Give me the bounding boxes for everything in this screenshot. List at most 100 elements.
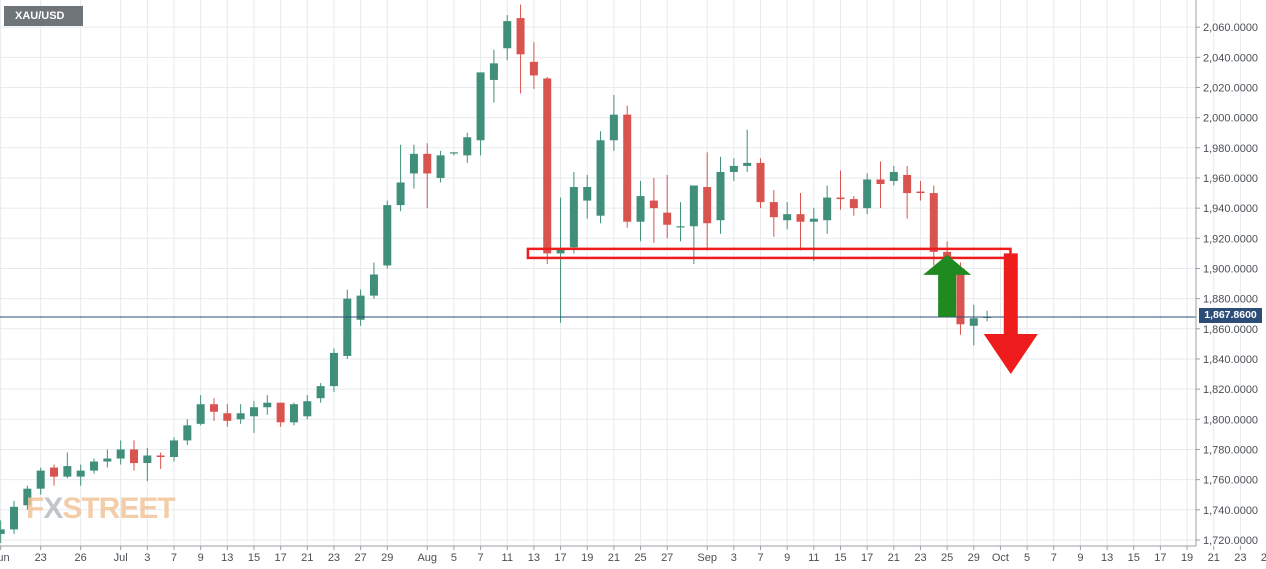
- candle-body: [249, 407, 258, 417]
- candle-body: [849, 199, 858, 209]
- candle-body: [63, 466, 72, 477]
- y-tick-label: 1,840.0000: [1203, 354, 1258, 366]
- candle: [916, 180, 925, 201]
- candle-body: [383, 205, 392, 266]
- candle-body: [929, 193, 938, 252]
- candle-body: [836, 197, 845, 200]
- candle: [703, 152, 712, 251]
- candle-body: [703, 187, 712, 224]
- candle-body: [729, 165, 738, 172]
- candle: [356, 289, 365, 326]
- candle-body: [689, 185, 698, 227]
- candle: [263, 395, 272, 415]
- candle-body: [596, 140, 605, 216]
- x-tick-label: 7: [171, 552, 177, 564]
- x-tick-label: 19: [581, 552, 593, 564]
- candle: [569, 171, 578, 254]
- y-tick-label: 1,800.0000: [1203, 414, 1258, 426]
- x-tick-label: 29: [381, 552, 393, 564]
- x-tick-label: 9: [198, 552, 204, 564]
- x-tick-label: Jun: [0, 552, 10, 564]
- candle-body: [143, 455, 152, 464]
- x-tick-label: 7: [1051, 552, 1057, 564]
- candle: [103, 449, 112, 468]
- x-tick-label: 26: [75, 552, 87, 564]
- watermark-suffix: STREET: [62, 492, 175, 525]
- x-tick-label: 17: [861, 552, 873, 564]
- x-tick-label: Sep: [697, 552, 717, 564]
- x-tick-label: 23: [328, 552, 340, 564]
- candle: [183, 419, 192, 445]
- x-tick-label: 7: [478, 552, 484, 564]
- candle-body: [743, 162, 752, 166]
- x-tick-label: 11: [808, 552, 819, 564]
- x-tick-label: 23: [35, 552, 47, 564]
- candle: [583, 174, 592, 219]
- candle: [543, 76, 552, 264]
- candle-body: [956, 268, 965, 325]
- candle-body: [236, 413, 245, 420]
- candle-body: [436, 155, 445, 178]
- watermark-x: X: [43, 492, 63, 525]
- x-tick-label: 15: [834, 552, 846, 564]
- candle-body: [489, 63, 498, 80]
- candle: [0, 520, 5, 543]
- candle: [663, 174, 672, 239]
- x-tick-label: Jul: [114, 552, 128, 564]
- x-tick-label: 5: [1024, 552, 1030, 564]
- candle-body: [90, 461, 99, 471]
- candle-body: [36, 470, 45, 489]
- y-tick-label: 1,960.0000: [1203, 173, 1258, 185]
- candle-body: [169, 440, 178, 458]
- y-tick-label: 1,880.0000: [1203, 294, 1258, 306]
- candle: [449, 152, 458, 156]
- candle: [649, 177, 658, 243]
- x-tick-label: 7: [757, 552, 763, 564]
- price-axis: 1,720.0000 1,740.0000 1,760.0000 1,780.0000…: [1195, 0, 1258, 547]
- candle-body: [649, 200, 658, 209]
- candle: [23, 485, 32, 510]
- x-tick-label: 3: [731, 552, 737, 564]
- y-tick-label: 2,020.0000: [1203, 82, 1258, 94]
- candle-body: [783, 214, 792, 221]
- x-tick-label: Oct: [992, 552, 1009, 564]
- y-tick-label: 1,760.0000: [1203, 475, 1258, 487]
- candle-body: [103, 458, 112, 462]
- y-tick-label: 1,900.0000: [1203, 263, 1258, 275]
- x-tick-label: 17: [1154, 552, 1166, 564]
- candle: [863, 173, 872, 215]
- candle: [783, 202, 792, 230]
- candle-body: [756, 162, 765, 203]
- y-tick-label: 1,780.0000: [1203, 444, 1258, 456]
- candle-body: [716, 171, 725, 221]
- x-tick-label: 13: [1101, 552, 1113, 564]
- x-tick-label: 17: [275, 552, 287, 564]
- candle-body: [969, 318, 978, 326]
- x-tick-label: 27: [661, 552, 673, 564]
- x-tick-label: 9: [784, 552, 790, 564]
- y-tick-label: 1,740.0000: [1203, 505, 1258, 517]
- x-tick-label: 9: [1077, 552, 1083, 564]
- candle: [476, 72, 485, 156]
- candle-body: [76, 470, 85, 477]
- candle-body: [663, 212, 672, 225]
- candle-body: [276, 402, 285, 423]
- candle: [503, 15, 512, 61]
- candle: [209, 398, 218, 421]
- candle: [889, 165, 898, 186]
- candle-body: [609, 114, 618, 141]
- y-tick-label: 2,000.0000: [1203, 113, 1258, 125]
- candle: [236, 404, 245, 424]
- candle-body: [223, 413, 232, 421]
- candle-body: [796, 214, 805, 222]
- y-tick-label: 1,920.0000: [1203, 233, 1258, 245]
- candle: [489, 49, 498, 103]
- candle: [796, 193, 805, 251]
- candle-body: [903, 174, 912, 194]
- candle-body: [343, 298, 352, 356]
- chart-annotations: [0, 247, 1196, 375]
- y-tick-label: 1,720.0000: [1203, 535, 1258, 547]
- y-tick-label: 1,820.0000: [1203, 384, 1258, 396]
- candle: [409, 144, 418, 189]
